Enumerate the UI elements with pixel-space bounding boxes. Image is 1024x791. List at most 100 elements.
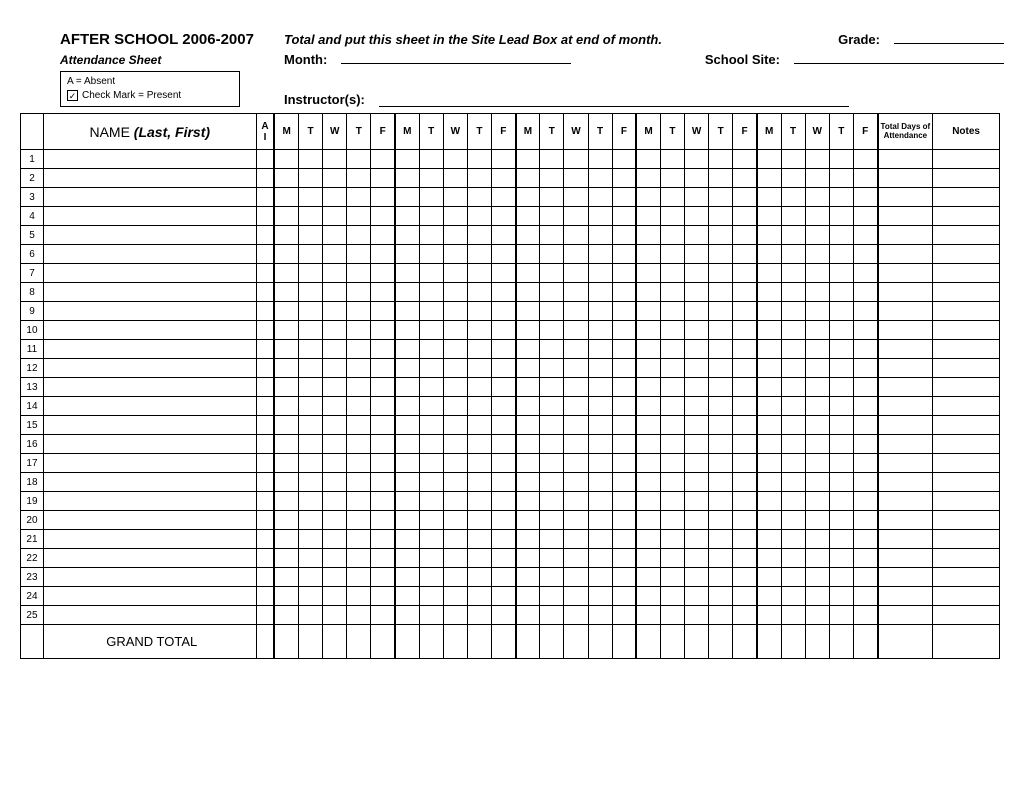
day-cell[interactable] — [685, 340, 709, 359]
ai-cell[interactable] — [256, 587, 274, 606]
day-cell[interactable] — [371, 302, 395, 321]
day-cell[interactable] — [757, 378, 781, 397]
school-site-blank[interactable] — [794, 50, 1004, 64]
day-cell[interactable] — [299, 587, 323, 606]
day-cell[interactable] — [781, 188, 805, 207]
day-cell[interactable] — [274, 340, 298, 359]
day-cell[interactable] — [274, 188, 298, 207]
day-cell[interactable] — [443, 226, 467, 245]
day-cell[interactable] — [564, 207, 588, 226]
day-cell[interactable] — [467, 283, 491, 302]
day-cell[interactable] — [299, 435, 323, 454]
day-cell[interactable] — [588, 226, 612, 245]
day-cell[interactable] — [709, 454, 733, 473]
day-cell[interactable] — [299, 226, 323, 245]
ai-cell[interactable] — [256, 511, 274, 530]
day-cell[interactable] — [733, 454, 757, 473]
day-cell[interactable] — [757, 587, 781, 606]
month-blank[interactable] — [341, 50, 571, 64]
notes-cell[interactable] — [933, 245, 1000, 264]
day-cell[interactable] — [829, 188, 853, 207]
day-cell[interactable] — [540, 568, 564, 587]
day-cell[interactable] — [347, 245, 371, 264]
day-cell[interactable] — [588, 340, 612, 359]
day-cell[interactable] — [323, 150, 347, 169]
ai-cell[interactable] — [256, 378, 274, 397]
day-cell[interactable] — [323, 283, 347, 302]
day-cell[interactable] — [781, 340, 805, 359]
ai-cell[interactable] — [256, 264, 274, 283]
day-cell[interactable] — [781, 625, 805, 659]
day-cell[interactable] — [805, 397, 829, 416]
day-cell[interactable] — [781, 606, 805, 625]
day-cell[interactable] — [564, 359, 588, 378]
day-cell[interactable] — [829, 530, 853, 549]
day-cell[interactable] — [299, 511, 323, 530]
day-cell[interactable] — [781, 511, 805, 530]
day-cell[interactable] — [685, 511, 709, 530]
day-cell[interactable] — [323, 264, 347, 283]
day-cell[interactable] — [299, 340, 323, 359]
day-cell[interactable] — [371, 549, 395, 568]
day-cell[interactable] — [516, 530, 540, 549]
day-cell[interactable] — [419, 283, 443, 302]
day-cell[interactable] — [612, 188, 636, 207]
day-cell[interactable] — [492, 416, 516, 435]
day-cell[interactable] — [588, 397, 612, 416]
day-cell[interactable] — [467, 492, 491, 511]
notes-cell[interactable] — [933, 226, 1000, 245]
day-cell[interactable] — [781, 283, 805, 302]
day-cell[interactable] — [612, 397, 636, 416]
day-cell[interactable] — [685, 188, 709, 207]
total-days-cell[interactable] — [878, 188, 933, 207]
day-cell[interactable] — [347, 226, 371, 245]
day-cell[interactable] — [492, 169, 516, 188]
day-cell[interactable] — [347, 606, 371, 625]
day-cell[interactable] — [467, 169, 491, 188]
day-cell[interactable] — [467, 340, 491, 359]
day-cell[interactable] — [781, 549, 805, 568]
day-cell[interactable] — [829, 302, 853, 321]
day-cell[interactable] — [347, 302, 371, 321]
day-cell[interactable] — [685, 169, 709, 188]
day-cell[interactable] — [274, 530, 298, 549]
day-cell[interactable] — [274, 454, 298, 473]
day-cell[interactable] — [492, 283, 516, 302]
notes-cell[interactable] — [933, 587, 1000, 606]
day-cell[interactable] — [685, 283, 709, 302]
day-cell[interactable] — [492, 207, 516, 226]
day-cell[interactable] — [829, 606, 853, 625]
day-cell[interactable] — [323, 207, 347, 226]
notes-cell[interactable] — [933, 473, 1000, 492]
day-cell[interactable] — [709, 378, 733, 397]
day-cell[interactable] — [419, 150, 443, 169]
day-cell[interactable] — [636, 416, 660, 435]
day-cell[interactable] — [323, 302, 347, 321]
day-cell[interactable] — [733, 283, 757, 302]
total-days-cell[interactable] — [878, 169, 933, 188]
name-cell[interactable] — [43, 302, 256, 321]
ai-cell[interactable] — [256, 245, 274, 264]
day-cell[interactable] — [419, 397, 443, 416]
total-days-cell[interactable] — [878, 283, 933, 302]
day-cell[interactable] — [853, 169, 877, 188]
day-cell[interactable] — [588, 302, 612, 321]
day-cell[interactable] — [371, 397, 395, 416]
day-cell[interactable] — [564, 283, 588, 302]
day-cell[interactable] — [612, 530, 636, 549]
day-cell[interactable] — [395, 606, 419, 625]
day-cell[interactable] — [347, 530, 371, 549]
day-cell[interactable] — [395, 302, 419, 321]
day-cell[interactable] — [757, 207, 781, 226]
day-cell[interactable] — [853, 511, 877, 530]
day-cell[interactable] — [660, 169, 684, 188]
day-cell[interactable] — [805, 435, 829, 454]
day-cell[interactable] — [564, 454, 588, 473]
day-cell[interactable] — [299, 245, 323, 264]
day-cell[interactable] — [492, 606, 516, 625]
day-cell[interactable] — [347, 549, 371, 568]
ai-cell[interactable] — [256, 226, 274, 245]
notes-cell[interactable] — [933, 435, 1000, 454]
day-cell[interactable] — [347, 416, 371, 435]
day-cell[interactable] — [323, 473, 347, 492]
